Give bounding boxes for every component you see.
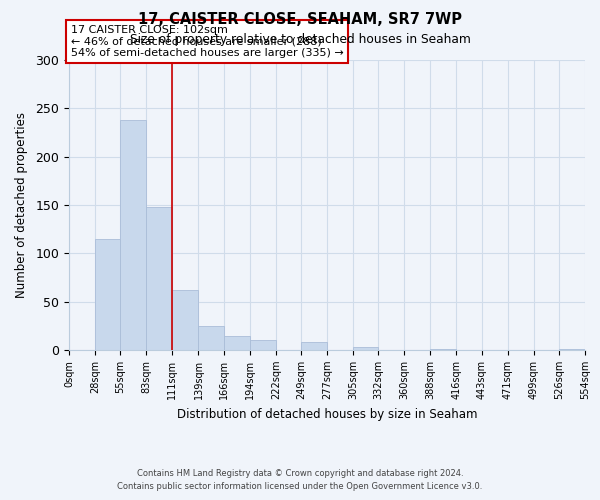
- Bar: [199, 326, 224, 350]
- Bar: [95, 239, 120, 350]
- Bar: [224, 336, 250, 350]
- Bar: [559, 349, 585, 350]
- Text: 17 CAISTER CLOSE: 102sqm
← 46% of detached houses are smaller (288)
54% of semi-: 17 CAISTER CLOSE: 102sqm ← 46% of detach…: [71, 25, 344, 58]
- Text: Contains HM Land Registry data © Crown copyright and database right 2024.
Contai: Contains HM Land Registry data © Crown c…: [118, 469, 482, 491]
- Bar: [172, 290, 199, 350]
- Bar: [353, 347, 378, 350]
- Bar: [146, 207, 172, 350]
- Y-axis label: Number of detached properties: Number of detached properties: [16, 112, 28, 298]
- Text: Size of property relative to detached houses in Seaham: Size of property relative to detached ho…: [130, 32, 470, 46]
- Bar: [250, 340, 276, 350]
- Bar: [120, 120, 146, 350]
- Bar: [301, 342, 327, 350]
- X-axis label: Distribution of detached houses by size in Seaham: Distribution of detached houses by size …: [177, 408, 477, 420]
- Text: 17, CAISTER CLOSE, SEAHAM, SR7 7WP: 17, CAISTER CLOSE, SEAHAM, SR7 7WP: [138, 12, 462, 28]
- Bar: [430, 349, 457, 350]
